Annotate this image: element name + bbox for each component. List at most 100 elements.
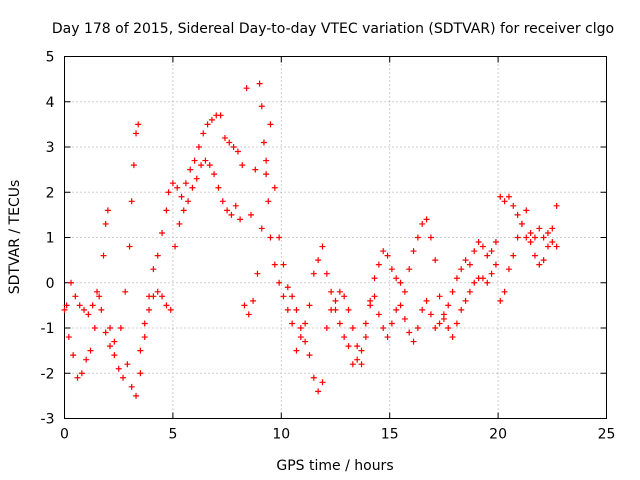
data-point-track-b [375,311,382,318]
data-point-track-a [471,279,478,286]
data-point-track-a [406,266,413,273]
data-point-track-a [200,130,207,137]
data-point-track-b [302,320,309,327]
data-point-track-b [349,361,356,368]
data-point-track-a [523,234,530,241]
data-point-track-a [388,266,395,273]
data-point-track-b [492,239,499,246]
data-point-track-a [419,220,426,227]
data-point-track-a [527,239,534,246]
data-point-track-b [527,229,534,236]
x-tick-label: 20 [489,427,507,443]
data-point-track-b [76,302,83,309]
x-axis-label: GPS time / hours [276,458,393,474]
data-point-track-b [371,293,378,300]
data-point-track-b [137,370,144,377]
data-point-track-b [146,306,153,313]
data-point-track-a [289,293,296,300]
data-point-track-a [293,306,300,313]
data-point-track-b [263,157,270,164]
data-point-track-b [98,306,105,313]
axis-ticks: 0 5 10 15 20 25 -3 -2 -1 0 1 2 3 4 5 [41,50,616,443]
data-point-track-a [263,171,270,178]
data-point-track-a [258,103,265,110]
y-tick-label: 5 [46,50,55,66]
data-point-track-b [163,302,170,309]
data-point-track-b [150,293,157,300]
data-point-track-a [445,325,452,331]
data-point-track-a [358,361,365,368]
data-point-track-a [234,148,241,155]
data-point-track-b [185,198,192,205]
data-point-track-b [206,162,213,169]
data-point-track-b [540,257,547,264]
data-point-track-a [484,279,491,286]
data-point-track-b [510,252,517,259]
data-point-track-a [165,189,172,196]
data-point-track-b [440,315,447,322]
data-point-track-b [471,248,478,255]
x-tick-label: 0 [60,427,69,443]
data-point-track-b [115,365,122,372]
data-point-track-b [89,302,96,309]
data-point-track-b [141,334,148,341]
data-point-track-a [243,85,250,92]
data-point-track-a [549,225,556,232]
data-point-track-b [232,202,239,209]
data-point-track-b [362,320,369,327]
data-point-track-b [497,297,504,304]
data-point-track-b [384,334,391,341]
data-point-track-a [323,325,330,331]
data-point-track-a [302,338,309,345]
data-point-track-a [306,352,313,359]
data-point-track-a [174,184,181,191]
data-point-track-a [453,320,460,327]
data-point-track-b [536,261,543,268]
data-point-track-b [124,361,131,368]
data-point-track-b [120,374,127,381]
data-point-track-a [410,248,417,255]
data-point-track-a [501,198,508,205]
data-point-track-a [497,193,504,200]
data-point-track-b [258,225,265,232]
data-point-track-a [187,166,194,173]
data-point-track-a [150,266,157,273]
data-point-track-b [341,334,348,341]
data-point-track-a [100,252,107,259]
data-point-track-a [265,198,272,205]
data-point-track-a [462,297,469,304]
data-point-track-b [102,329,109,336]
data-point-track-a [536,225,543,232]
data-point-track-a [178,193,185,200]
data-point-track-b [72,293,79,300]
data-point-track-b [254,270,261,277]
data-point-track-b [393,306,400,313]
data-point-track-b [81,306,88,313]
data-point-track-a [505,193,512,200]
data-point-track-a [492,261,499,268]
data-point-track-a [107,325,114,331]
data-point-track-b [68,279,75,286]
data-point-track-a [393,275,400,282]
data-point-track-a [276,279,283,286]
data-point-track-a [380,248,387,255]
y-tick-label: -2 [41,366,55,382]
data-point-track-a [466,288,473,295]
data-point-track-b [397,302,404,309]
data-point-track-b [544,243,551,250]
data-point-track-b [453,275,460,282]
data-point-track-b [133,392,140,399]
data-point-track-b [345,343,352,350]
data-point-track-b [228,211,235,218]
data-point-track-a [74,374,81,381]
data-point-track-a [111,338,118,345]
data-point-track-b [198,162,205,169]
data-point-track-b [505,266,512,273]
data-point-track-a [163,207,170,214]
data-point-track-b [245,311,252,318]
data-point-track-a [260,139,267,146]
data-point-track-a [83,356,90,363]
data-point-track-b [406,329,413,336]
data-point-track-b [462,257,469,264]
data-point-track-a [133,130,140,137]
